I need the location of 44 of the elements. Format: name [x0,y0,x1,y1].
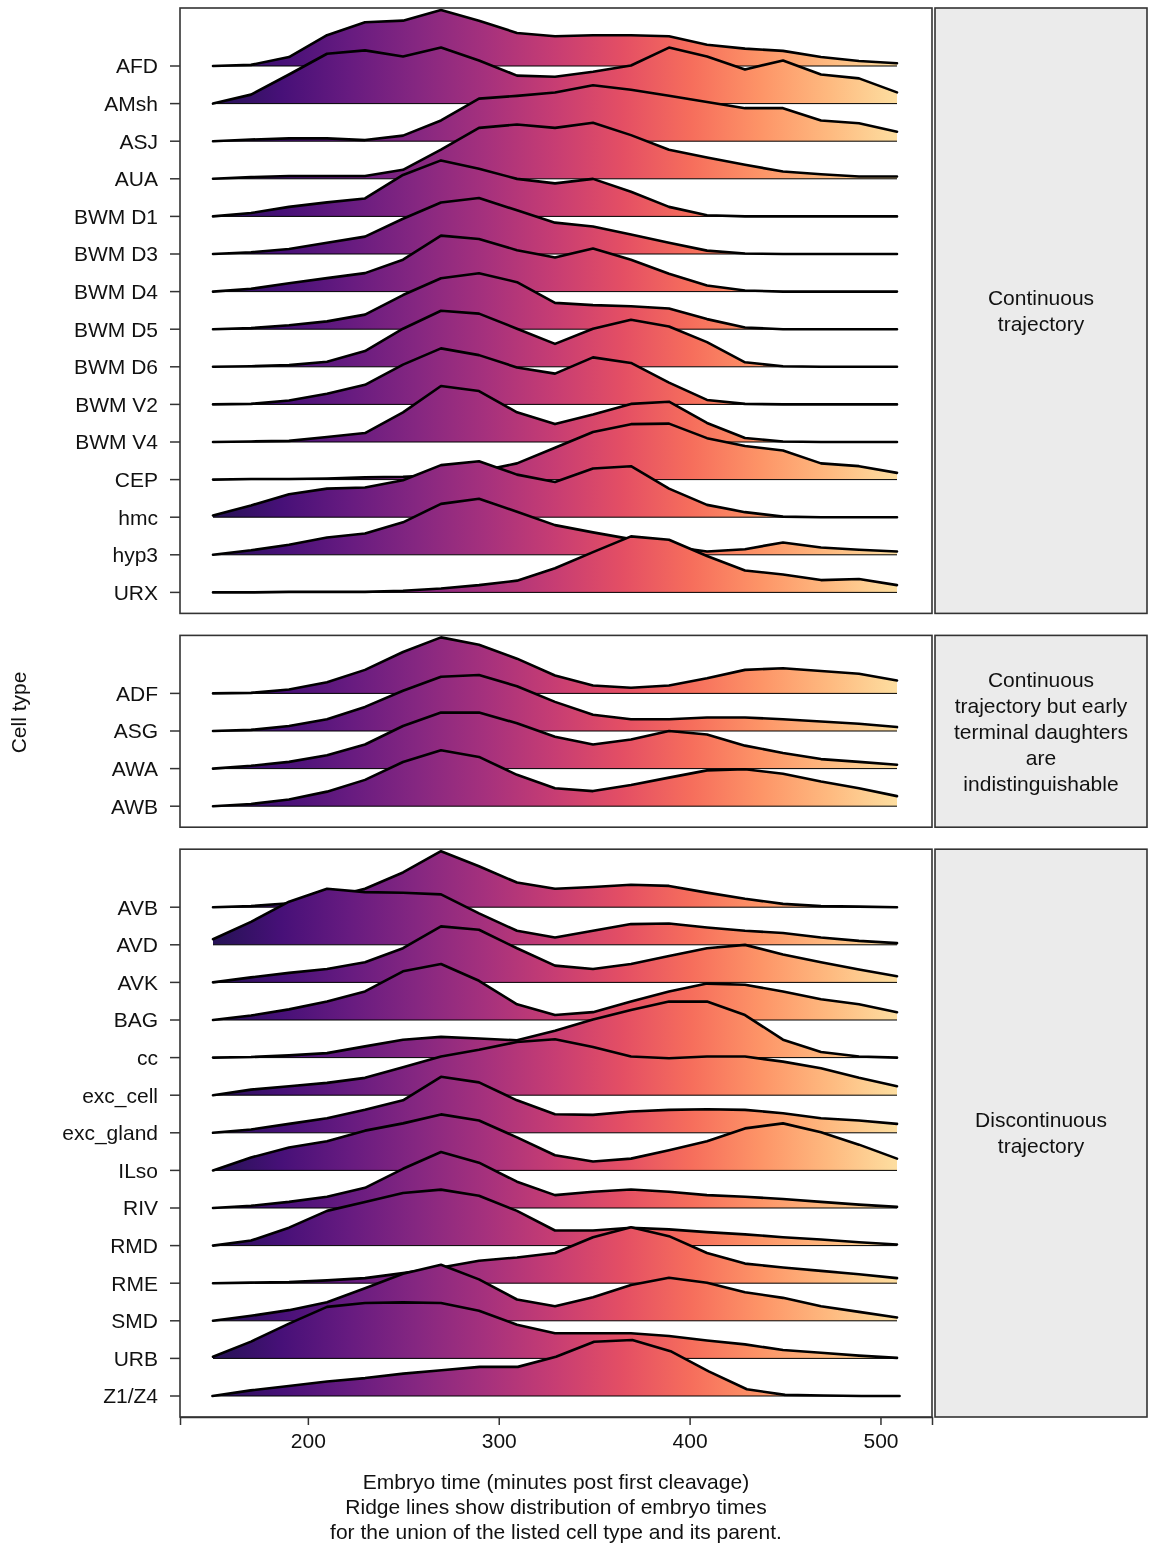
legend-label: BWM D6 [74,355,158,379]
x-tick-label: 400 [672,1428,708,1452]
legend-label: RMD [110,1233,158,1257]
text: for the union of the listed cell type and its parent. [330,1520,782,1543]
legend-label: AUA [114,167,158,191]
x-tick-label: 200 [290,1428,326,1452]
legend-label: ADF [116,681,158,705]
legend-label: AVB [117,895,158,919]
legend-label: BWM V2 [75,392,158,416]
legend-label: BWM D3 [74,242,158,266]
legend-label: RME [111,1271,158,1295]
legend-label: RIV [122,1196,158,1220]
legend-label: AVK [117,970,158,994]
legend-label: URX [113,580,158,604]
legend-label: BWM D4 [74,279,159,303]
x-tick-label: 300 [481,1428,517,1452]
legend-label: Z1/Z4 [103,1384,159,1408]
legend-label: exc_cell [82,1083,158,1108]
text: Discontinuous trajectory [975,1108,1107,1158]
legend-label: URB [113,1346,158,1370]
text: Continuous trajectory but early terminal daughters are indistinguishable [954,667,1128,795]
legend-label: hyp3 [112,543,158,567]
legend-label: AMsh [104,91,158,115]
legend-label: ASG [113,719,158,743]
text: Cell type [7,671,30,754]
text: Continuous trajectory [987,286,1095,336]
text: Ridge lines show distribution of embryo times [345,1495,767,1518]
legend-label: BWM V4 [75,430,159,454]
legend-label: exc_gland [62,1121,158,1146]
legend-label: AWB [110,794,158,818]
x-axis-title: Embryo time (minutes post first cleavage) [362,1470,750,1493]
legend-label: BAG [113,1008,158,1032]
legend-label: ILso [118,1158,158,1182]
legend-label: AWA [111,756,158,780]
legend-label: AFD [116,54,158,78]
legend-label: SMD [111,1309,158,1333]
legend-label: BWM D5 [74,317,158,341]
legend-label: CEP [114,467,158,491]
legend-label: ASJ [119,129,158,153]
legend-label: AVD [116,933,158,957]
legend-label: cc [137,1045,158,1069]
x-tick-label: 500 [863,1428,899,1452]
legend-label: hmc [118,505,158,529]
legend-label: BWM D1 [74,204,158,228]
